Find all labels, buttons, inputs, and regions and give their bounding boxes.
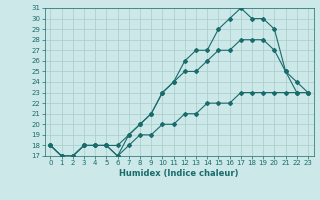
X-axis label: Humidex (Indice chaleur): Humidex (Indice chaleur) xyxy=(119,169,239,178)
